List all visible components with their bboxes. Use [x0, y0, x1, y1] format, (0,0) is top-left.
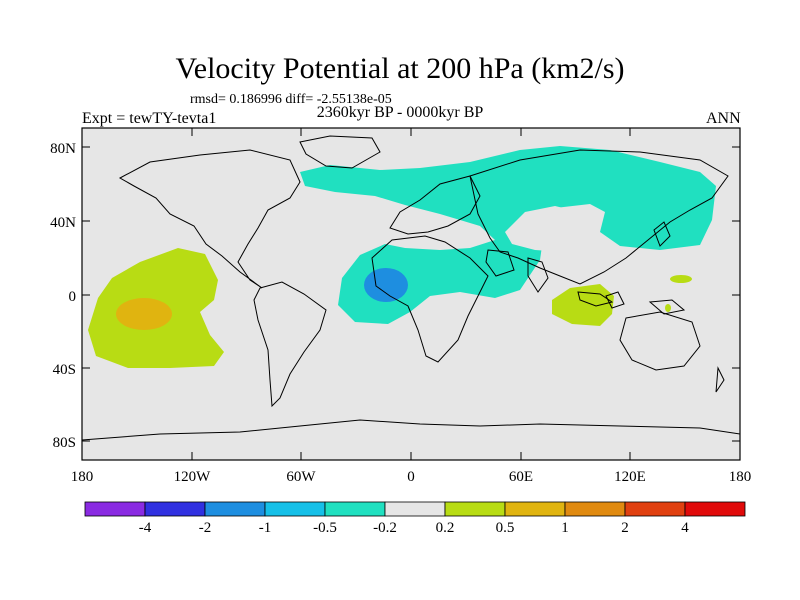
colorbar-label: 4 — [681, 520, 689, 536]
colorbar-label: 1 — [561, 520, 569, 536]
colorbar-box — [684, 501, 746, 517]
lat-label: 80N — [50, 141, 76, 157]
lon-axis — [81, 128, 741, 460]
season-label: ANN — [706, 110, 741, 127]
colorbar — [84, 501, 746, 517]
colorbar-box — [444, 501, 506, 517]
colorbar-box — [84, 501, 146, 517]
colorbar-box — [564, 501, 626, 517]
lon-label: 60W — [286, 469, 316, 485]
lon-label: 0 — [407, 469, 415, 485]
lon-label: 120E — [614, 469, 646, 485]
colorbar-label: -0.5 — [313, 520, 337, 536]
lon-label: 60E — [509, 469, 533, 485]
stats-line: rmsd= 0.186996 diff= -2.55138e-05 — [190, 92, 392, 107]
positive-region-indian-ocean — [552, 284, 614, 326]
colorbar-box — [504, 501, 566, 517]
neutral-hole-central-asia — [505, 206, 596, 252]
colorbar-label: -2 — [199, 520, 212, 536]
lon-label: 120W — [174, 469, 212, 485]
colorbar-box — [144, 501, 206, 517]
lat-label: 0 — [69, 289, 77, 305]
colorbar-box — [264, 501, 326, 517]
colorbar-label: 2 — [621, 520, 629, 536]
colorbar-label: 0.2 — [436, 520, 455, 536]
positive-spot-pacific-west — [670, 275, 692, 283]
colorbar-label: 0.5 — [496, 520, 515, 536]
page-title: Velocity Potential at 200 hPa (km2/s) — [175, 52, 625, 85]
colorbar-label: -4 — [139, 520, 152, 536]
colorbar-box — [384, 501, 446, 517]
strong-negative-west-africa — [364, 268, 408, 302]
positive-spot-new-guinea — [665, 304, 671, 312]
coastlines — [82, 135, 740, 441]
lat-label: 40N — [50, 215, 76, 231]
lat-label: 80S — [53, 435, 76, 451]
lat-axis — [82, 146, 740, 442]
lat-label: 40S — [53, 362, 76, 378]
colorbar-label: -0.2 — [373, 520, 397, 536]
colorbar-box — [204, 501, 266, 517]
lon-label: 180 — [729, 469, 752, 485]
strong-positive-pacific — [116, 298, 172, 330]
colorbar-label: -1 — [259, 520, 272, 536]
experiment-label: Expt = tewTY-tevta1 — [82, 110, 217, 127]
lon-label: 180 — [71, 469, 94, 485]
subtitle: 2360kyr BP - 0000kyr BP — [316, 104, 484, 121]
colorbar-box — [624, 501, 686, 517]
colorbar-box — [324, 501, 386, 517]
